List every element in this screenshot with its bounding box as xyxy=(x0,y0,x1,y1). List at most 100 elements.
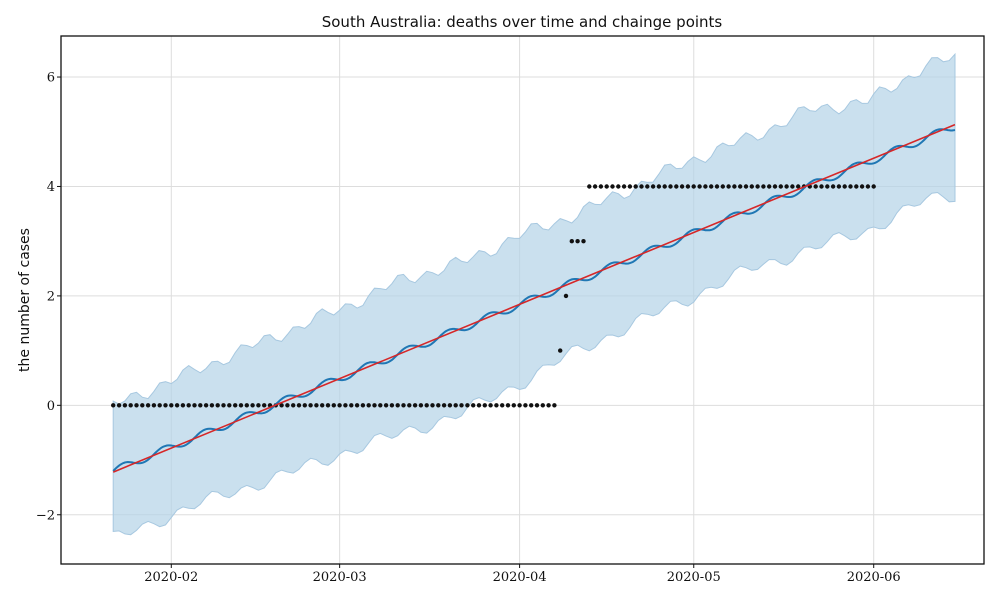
observed-point-6 xyxy=(145,403,151,408)
observed-point-100 xyxy=(691,184,696,189)
observed-point-73 xyxy=(534,403,540,408)
y-tick-label-2: 2 xyxy=(47,289,55,304)
observed-point-37 xyxy=(325,403,331,408)
observed-point-21 xyxy=(233,403,238,408)
observed-point-18 xyxy=(215,403,220,408)
observed-point-102 xyxy=(703,184,708,189)
y-tick-label-4: 6 xyxy=(47,71,55,86)
observed-point-5 xyxy=(140,403,145,408)
observed-point-38 xyxy=(331,403,336,408)
observed-point-114 xyxy=(772,184,778,189)
observed-point-62 xyxy=(471,403,476,408)
y-axis-label: the number of cases xyxy=(17,228,33,372)
observed-point-111 xyxy=(755,184,760,189)
observed-point-113 xyxy=(767,184,772,189)
observed-point-70 xyxy=(517,403,522,408)
y-tick-label-0: −2 xyxy=(36,508,55,523)
observed-point-46 xyxy=(378,403,383,408)
observed-point-69 xyxy=(511,403,516,408)
observed-point-44 xyxy=(366,403,371,408)
x-tick-label-0: 2020-02 xyxy=(144,570,198,585)
observed-point-86 xyxy=(610,184,615,189)
observed-point-129 xyxy=(859,184,865,189)
observed-point-78 xyxy=(563,293,569,299)
observed-point-128 xyxy=(854,184,859,189)
uncertainty-band xyxy=(112,52,956,536)
observed-point-121 xyxy=(813,184,818,189)
observed-point-50 xyxy=(401,403,406,408)
observed-point-130 xyxy=(865,184,871,189)
observed-point-9 xyxy=(163,403,168,408)
observed-point-32 xyxy=(296,403,302,408)
observed-point-63 xyxy=(476,403,482,408)
observed-point-11 xyxy=(174,403,180,408)
observed-point-96 xyxy=(668,184,673,189)
x-tick-label-3: 2020-05 xyxy=(667,570,721,585)
observed-point-72 xyxy=(529,403,534,408)
observed-point-79 xyxy=(569,239,574,244)
observed-point-33 xyxy=(302,403,307,408)
x-tick-label-4: 2020-06 xyxy=(847,570,901,585)
observed-point-58 xyxy=(447,403,453,408)
observed-point-23 xyxy=(244,403,249,408)
observed-point-59 xyxy=(453,403,458,408)
observed-point-76 xyxy=(552,403,557,408)
observed-point-56 xyxy=(436,403,441,408)
observed-point-47 xyxy=(383,403,389,408)
observed-point-88 xyxy=(621,184,627,189)
observed-point-84 xyxy=(598,184,604,189)
y-tick-label-3: 4 xyxy=(47,180,55,195)
observed-point-12 xyxy=(180,403,186,408)
observed-point-103 xyxy=(709,184,714,189)
observed-point-60 xyxy=(459,403,464,408)
observed-point-13 xyxy=(186,403,191,408)
observed-point-106 xyxy=(726,184,731,189)
observed-point-51 xyxy=(407,403,412,408)
observed-point-101 xyxy=(697,184,702,189)
observed-point-131 xyxy=(871,184,876,189)
observed-point-92 xyxy=(645,184,650,189)
plot-area: 2020-02 2020-03 2020-04 2020-05 2020-06 −2 0 2 4… xyxy=(36,35,985,585)
observed-point-125 xyxy=(836,184,842,189)
observed-point-67 xyxy=(500,403,505,408)
observed-point-118 xyxy=(796,184,801,189)
observed-point-99 xyxy=(685,184,691,189)
observed-point-14 xyxy=(192,403,197,408)
observed-point-108 xyxy=(738,184,743,189)
observed-point-61 xyxy=(465,403,470,408)
observed-point-94 xyxy=(656,184,662,189)
x-tick-label-2: 2020-04 xyxy=(493,570,547,585)
observed-point-83 xyxy=(592,184,598,189)
observed-point-123 xyxy=(825,184,830,189)
observed-point-35 xyxy=(314,403,319,408)
observed-point-74 xyxy=(540,403,545,408)
observed-point-19 xyxy=(221,403,226,408)
observed-point-110 xyxy=(749,184,754,189)
observed-point-55 xyxy=(430,403,435,408)
observed-point-107 xyxy=(732,184,737,189)
observed-point-90 xyxy=(633,184,638,189)
observed-point-87 xyxy=(616,184,621,189)
observed-point-48 xyxy=(389,403,395,408)
observed-point-26 xyxy=(262,403,267,408)
chart-title: South Australia: deaths over time and ch… xyxy=(322,13,723,31)
observed-point-39 xyxy=(337,403,342,408)
observed-point-4 xyxy=(134,403,139,408)
forecast-line xyxy=(112,128,956,472)
observed-point-40 xyxy=(343,403,348,408)
observed-point-112 xyxy=(761,184,766,189)
observed-point-7 xyxy=(151,403,157,408)
observed-point-49 xyxy=(395,403,400,408)
observed-point-122 xyxy=(819,184,824,189)
observed-point-75 xyxy=(546,403,551,408)
observed-point-81 xyxy=(581,239,586,244)
observed-point-91 xyxy=(639,184,644,189)
observed-point-43 xyxy=(360,403,366,408)
observed-point-80 xyxy=(575,239,580,244)
observed-point-20 xyxy=(227,403,232,408)
observed-point-93 xyxy=(650,184,656,189)
observed-point-30 xyxy=(285,403,290,408)
y-tick-label-1: 0 xyxy=(47,399,55,414)
observed-point-54 xyxy=(424,403,429,408)
